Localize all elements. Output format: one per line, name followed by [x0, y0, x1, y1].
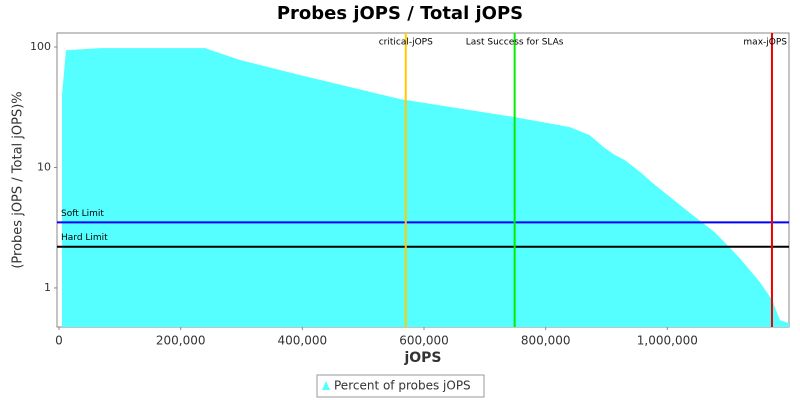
y-axis-label: (Probes jOPS / Total jOPS)% [11, 91, 26, 268]
marker-label: critical-jOPS [379, 38, 433, 48]
x-tick-label: 1,000,000 [637, 334, 698, 348]
limit-label: Hard Limit [61, 233, 108, 243]
x-tick-label: 0 [55, 334, 63, 348]
y-tick-label: 100 [30, 40, 51, 53]
legend-label: Percent of probes jOPS [334, 379, 471, 393]
x-tick-label: 200,000 [156, 334, 206, 348]
y-tick-label: 10 [37, 160, 51, 173]
x-tick-label: 400,000 [278, 334, 328, 348]
y-tick-label: 1 [44, 281, 51, 294]
legend [316, 374, 485, 398]
x-tick-label: 600,000 [399, 334, 449, 348]
area [61, 48, 789, 327]
legend-swatch [322, 381, 330, 390]
x-tick-label: 800,000 [521, 334, 571, 348]
x-axis-label: jOPS [403, 350, 441, 366]
limit-label: Soft Limit [61, 209, 104, 219]
marker-label: max-jOPS [743, 38, 787, 48]
chart-title: Probes jOPS / Total jOPS [277, 3, 523, 24]
marker-label: Last Success for SLAs [466, 38, 564, 48]
plot-content: Soft Limit Hard Limit critical-jOPS Last Su… [57, 33, 789, 327]
